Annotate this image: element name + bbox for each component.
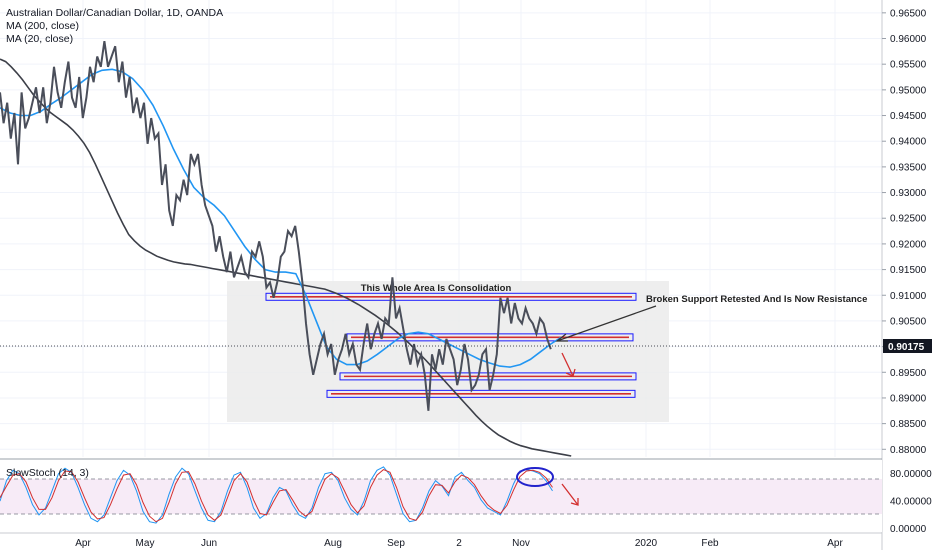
resistance-pointer: [556, 305, 657, 342]
ma200-line: [0, 58, 572, 457]
price-tick-label: 0.92500: [890, 214, 927, 225]
price-line: [0, 40, 552, 411]
time-tick-label: May: [136, 538, 155, 549]
current-price-value: 0.90175: [888, 342, 925, 353]
consolidation-zone[interactable]: [227, 281, 669, 422]
chart-title: Australian Dollar/Canadian Dollar, 1D, O…: [6, 7, 223, 19]
time-tick-label: Feb: [701, 538, 719, 549]
price-axis[interactable]: 0.96500 0.96000 0.95500 0.95000 0.94500 0.940…: [882, 8, 927, 456]
price-tick-label: 0.94500: [890, 111, 927, 122]
level-box[interactable]: [326, 389, 636, 398]
legend-ma200: MA (200, close): [6, 20, 79, 32]
stoch-tick-label: 40.00000: [890, 497, 932, 508]
resistance-pointer-head: [555, 333, 568, 342]
time-tick-label: 2020: [635, 538, 658, 549]
price-tick-label: 0.89000: [890, 393, 927, 404]
time-tick-label: Jun: [201, 538, 217, 549]
stoch-highlight-ellipse: [516, 467, 554, 487]
price-tick-label: 0.90500: [890, 316, 927, 327]
price-tick-label: 0.88500: [890, 419, 927, 430]
stoch-axis: 80.00000 40.00000 0.00000: [890, 469, 932, 535]
price-tick-label: 0.89500: [890, 368, 927, 379]
stoch-label: SlowStoch (14, 3): [6, 467, 89, 479]
price-tick-label: 0.88000: [890, 445, 927, 456]
price-tick-label: 0.93500: [890, 162, 927, 173]
legend-ma20: MA (20, close): [6, 33, 73, 45]
time-tick-label: Nov: [512, 538, 530, 549]
price-tick-label: 0.91000: [890, 291, 927, 302]
price-tick-label: 0.95500: [890, 60, 927, 71]
price-tick-label: 0.95000: [890, 85, 927, 96]
time-tick-label: Apr: [827, 538, 843, 549]
stoch-k-line: [0, 466, 553, 524]
time-tick-label: Apr: [75, 538, 91, 549]
price-tick-label: 0.96000: [890, 34, 927, 45]
time-tick-label: Sep: [387, 538, 405, 549]
price-tick-label: 0.93000: [890, 188, 927, 199]
time-tick-label: Aug: [324, 538, 342, 549]
level-box[interactable]: [265, 292, 637, 301]
time-axis[interactable]: Apr May Jun Aug Sep 2 Nov 2020 Feb Apr: [75, 538, 843, 549]
price-tick-label: 0.94000: [890, 137, 927, 148]
time-tick-label: 2: [456, 538, 462, 549]
stoch-d-line: [0, 469, 553, 523]
price-tick-label: 0.91500: [890, 265, 927, 276]
price-tick-label: 0.96500: [890, 8, 927, 19]
resistance-label: Broken Support Retested And Is Now Resis…: [646, 294, 867, 305]
down-arrow-main-head: [565, 368, 576, 377]
stoch-tick-label: 80.00000: [890, 469, 932, 480]
stoch-tick-label: 0.00000: [890, 524, 927, 535]
down-arrow-stoch: [561, 483, 579, 506]
current-price-tag: [883, 339, 932, 353]
consolidation-label: This Whole Area Is Consolidation: [361, 283, 512, 294]
stoch-band: [0, 479, 882, 514]
price-tick-label: 0.92000: [890, 239, 927, 250]
down-arrow-main: [561, 352, 574, 377]
down-arrow-stoch-head: [570, 498, 579, 506]
